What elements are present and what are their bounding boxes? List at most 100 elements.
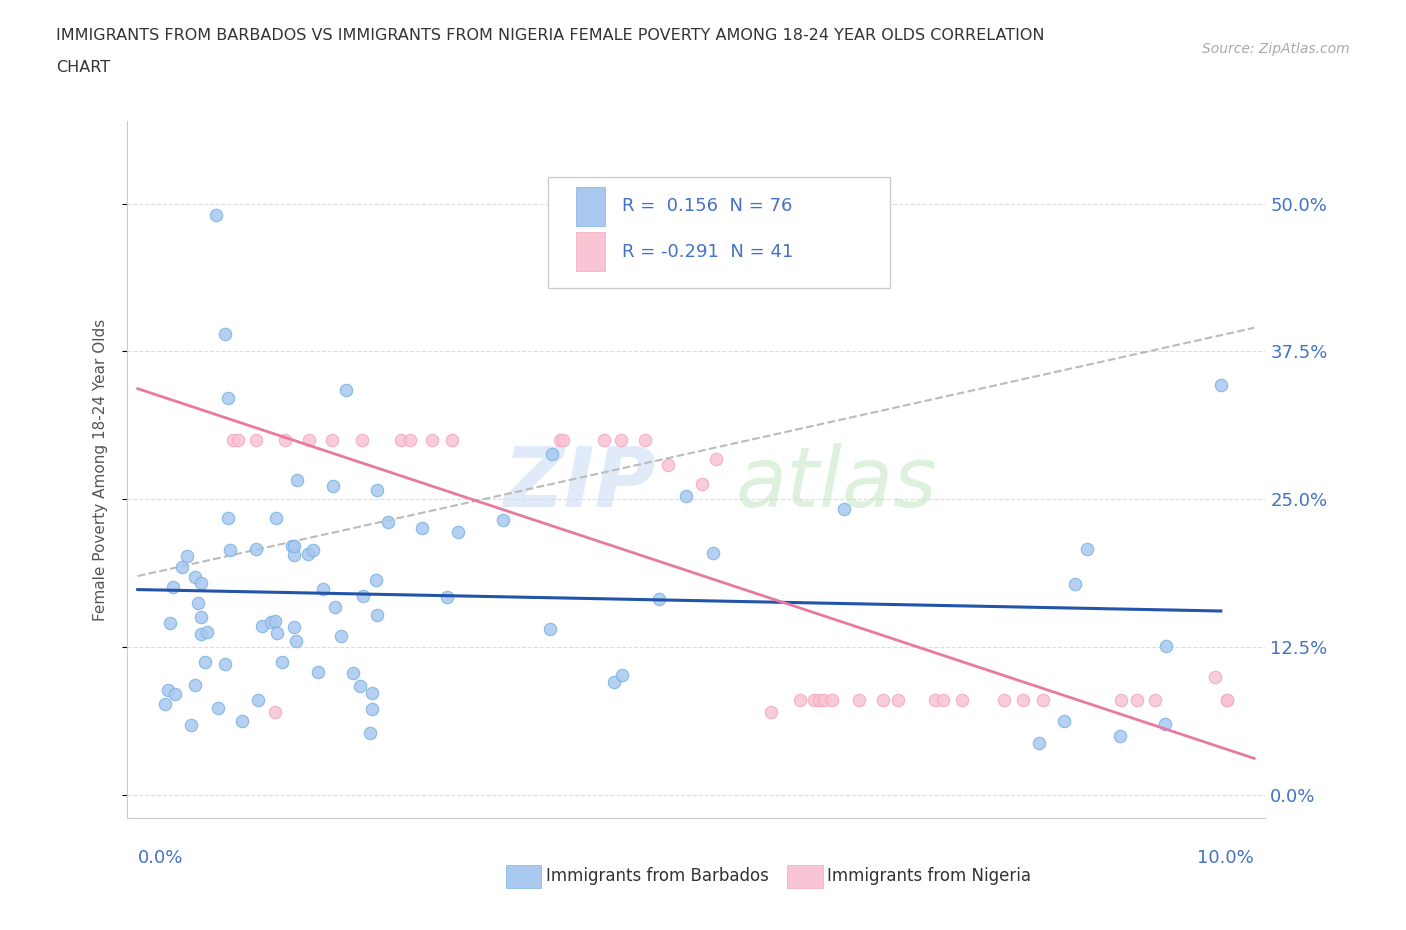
Point	[1216, 693, 1239, 708]
Point	[1126, 693, 1149, 708]
Point	[813, 693, 835, 708]
Point	[283, 548, 305, 563]
Point	[593, 432, 616, 447]
Point	[1204, 669, 1226, 684]
Point	[222, 432, 245, 447]
Point	[702, 545, 724, 560]
Point	[1076, 542, 1098, 557]
Point	[321, 432, 343, 447]
Point	[1053, 713, 1076, 728]
Point	[194, 654, 217, 669]
Point	[634, 432, 657, 447]
Point	[329, 629, 352, 644]
Text: Source: ZipAtlas.com: Source: ZipAtlas.com	[1202, 42, 1350, 56]
Point	[176, 548, 198, 563]
Point	[187, 596, 209, 611]
Point	[274, 432, 297, 447]
Point	[180, 717, 202, 732]
Point	[301, 543, 323, 558]
Point	[217, 511, 239, 525]
Point	[259, 615, 281, 630]
Point	[690, 477, 713, 492]
Text: R = -0.291  N = 41: R = -0.291 N = 41	[621, 243, 793, 260]
Point	[789, 693, 811, 708]
Point	[263, 614, 285, 629]
Point	[218, 542, 240, 557]
Text: CHART: CHART	[56, 60, 110, 75]
Point	[657, 458, 679, 472]
Point	[228, 432, 250, 447]
Point	[264, 705, 287, 720]
Point	[924, 693, 946, 708]
Point	[364, 573, 387, 588]
Point	[675, 488, 697, 503]
Point	[441, 432, 464, 447]
Point	[950, 693, 973, 708]
Point	[162, 579, 184, 594]
Point	[399, 432, 422, 447]
Text: R =  0.156  N = 76: R = 0.156 N = 76	[621, 197, 793, 216]
Point	[163, 686, 186, 701]
Point	[548, 432, 571, 447]
Y-axis label: Female Poverty Among 18-24 Year Olds: Female Poverty Among 18-24 Year Olds	[93, 318, 108, 621]
Point	[214, 657, 236, 671]
Point	[803, 693, 825, 708]
Point	[551, 432, 574, 447]
Point	[1209, 379, 1232, 393]
Point	[281, 538, 304, 553]
Point	[366, 483, 388, 498]
Point	[1154, 639, 1177, 654]
Point	[886, 693, 908, 708]
Point	[1028, 735, 1050, 750]
Point	[377, 514, 399, 529]
Point	[153, 698, 176, 712]
Point	[266, 625, 288, 640]
Point	[350, 432, 373, 447]
Point	[342, 665, 364, 680]
Point	[848, 693, 870, 708]
Point	[1032, 693, 1054, 708]
Text: ZIP: ZIP	[503, 443, 657, 525]
Point	[312, 581, 335, 596]
Point	[602, 674, 624, 689]
Point	[250, 618, 273, 633]
Point	[420, 432, 443, 447]
Point	[325, 600, 347, 615]
Text: 0.0%: 0.0%	[138, 849, 183, 867]
Point	[1109, 728, 1132, 743]
Point	[492, 512, 515, 527]
Text: IMMIGRANTS FROM BARBADOS VS IMMIGRANTS FROM NIGERIA FEMALE POVERTY AMONG 18-24 Y: IMMIGRANTS FROM BARBADOS VS IMMIGRANTS F…	[56, 28, 1045, 43]
Point	[217, 391, 239, 405]
Point	[610, 667, 633, 682]
Point	[214, 327, 236, 342]
Point	[247, 693, 270, 708]
Point	[832, 501, 855, 516]
Text: 10.0%: 10.0%	[1198, 849, 1254, 867]
Point	[197, 624, 219, 639]
Point	[352, 588, 374, 603]
Point	[538, 622, 561, 637]
Point	[205, 208, 228, 223]
Point	[285, 473, 308, 488]
Point	[245, 542, 267, 557]
Text: Immigrants from Nigeria: Immigrants from Nigeria	[827, 867, 1031, 885]
FancyBboxPatch shape	[548, 177, 890, 288]
Point	[361, 702, 384, 717]
Point	[190, 609, 212, 624]
Point	[156, 683, 179, 698]
Point	[264, 511, 287, 525]
Point	[298, 432, 321, 447]
Point	[648, 591, 671, 606]
Point	[993, 693, 1015, 708]
Point	[184, 678, 207, 693]
Point	[190, 576, 212, 591]
Point	[872, 693, 894, 708]
Point	[245, 432, 267, 447]
Point	[159, 616, 181, 631]
Point	[231, 713, 253, 728]
Point	[361, 685, 384, 700]
Point	[541, 446, 564, 461]
Text: atlas: atlas	[735, 443, 938, 525]
Point	[1216, 693, 1239, 708]
Text: Immigrants from Barbados: Immigrants from Barbados	[546, 867, 769, 885]
